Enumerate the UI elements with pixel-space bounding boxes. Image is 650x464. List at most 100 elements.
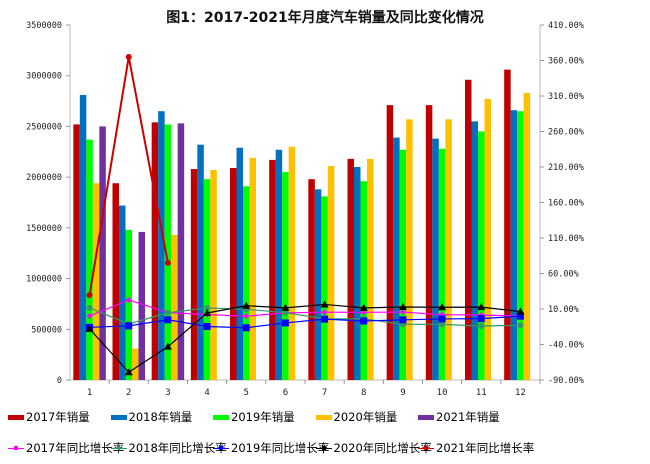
bar-2017年销量-1 (73, 124, 80, 381)
line-2018年同比增长率 (89, 307, 521, 327)
left-tick-label: 1000000 (26, 275, 62, 285)
bar-2020年销量-12 (523, 92, 531, 380)
bar-2020年销量-1 (92, 183, 100, 380)
line-2019年同比增长率 (89, 315, 521, 329)
right-tick-label: 10.00% (548, 305, 579, 315)
bar-2017年销量-2 (112, 183, 119, 380)
point-2019年同比增长率-12 (516, 312, 524, 320)
point-2019年同比增长率-11 (477, 315, 485, 323)
bar-2019年销量-3 (164, 124, 172, 381)
point-2017年同比增长率-5 (243, 313, 250, 320)
left-tick-label: 2500000 (26, 122, 62, 132)
point-2020年同比增长率-4 (203, 308, 212, 316)
legend-item: 2020年同比增长率 (315, 440, 432, 456)
legend-swatch (213, 445, 229, 450)
x-tick-label: 2 (126, 388, 131, 398)
point-2017年同比增长率-7 (321, 309, 328, 316)
legend-swatch (418, 414, 434, 420)
legend-item: 2020年销量 (315, 409, 397, 425)
bar-2018年销量-9 (393, 137, 400, 380)
bar-2017年销量-8 (347, 158, 354, 380)
bar-2020年销量-3 (171, 234, 178, 380)
point-2020年同比增长率-8 (359, 303, 368, 311)
point-2020年同比增长率-11 (477, 303, 486, 311)
point-2018年同比增长率-10 (439, 321, 446, 328)
legend-label: 2017年同比增长率 (26, 441, 125, 455)
bar-2018年销量-8 (354, 167, 361, 380)
x-tick-label: 5 (244, 388, 249, 398)
bar-2021年销量-3 (177, 123, 185, 380)
bar-2017年销量-6 (269, 159, 276, 380)
legend-swatch (8, 445, 24, 450)
legend-item: 2018年同比增长率 (110, 440, 227, 456)
legend-label: 2019年销量 (231, 410, 295, 424)
right-tick-label: -90.00% (548, 376, 584, 386)
legend-label: 2021年销量 (436, 410, 500, 424)
bar-2020年销量-8 (367, 158, 374, 380)
legend-label: 2019年同比增长率 (231, 441, 330, 455)
legend-item: 2017年销量 (8, 409, 90, 425)
bar-2018年销量-4 (197, 144, 204, 380)
bar-2018年销量-7 (314, 189, 322, 380)
legend-item: 2021年销量 (418, 409, 500, 425)
legend-swatch (8, 414, 24, 420)
bar-2019年销量-10 (438, 148, 446, 380)
point-2018年同比增长率-1 (86, 304, 93, 311)
point-2019年同比增长率-7 (321, 315, 329, 323)
right-tick-label: 160.00% (548, 199, 584, 209)
bar-2019年销量-8 (360, 181, 367, 380)
legend-swatch (315, 414, 332, 420)
bar-2020年销量-11 (484, 99, 491, 381)
bar-2019年销量-6 (282, 172, 289, 380)
bar-2018年销量-12 (510, 110, 518, 380)
bar-2021年销量-2 (138, 231, 145, 380)
point-2021年同比增长率-3 (164, 259, 171, 266)
bar-2019年销量-7 (321, 196, 328, 380)
right-tick-label: 310.00% (548, 92, 584, 102)
x-tick-label: 7 (322, 388, 327, 398)
legend-label: 2020年同比增长率 (333, 441, 432, 455)
bar-2021年销量-1 (99, 126, 106, 380)
bar-2017年销量-3 (151, 122, 159, 380)
bar-2018年销量-6 (275, 149, 283, 380)
x-tick-label: 11 (476, 388, 487, 398)
legend-item: 2021年同比增长率 (418, 440, 534, 456)
legend-swatch (213, 414, 229, 420)
point-2021年同比增长率-1 (86, 292, 93, 299)
right-tick-label: 360.00% (548, 57, 584, 67)
legend-label: 2021年同比增长率 (436, 441, 535, 455)
x-tick-label: 3 (165, 388, 170, 398)
bar-2018年销量-11 (471, 121, 478, 380)
point-2020年同比增长率-10 (438, 303, 447, 311)
bar-2018年销量-3 (158, 111, 165, 380)
point-2019年同比增长率-9 (399, 316, 407, 324)
legend-swatch (110, 414, 127, 420)
right-tick-label: 210.00% (548, 163, 584, 173)
point-2017年同比增长率-2 (125, 297, 132, 304)
bar-2020年销量-5 (249, 157, 256, 380)
bar-2019年销量-2 (125, 229, 132, 380)
right-tick-label: 60.00% (548, 270, 579, 280)
point-2020年同比增长率-9 (398, 303, 407, 311)
point-2019年同比增长率-10 (438, 315, 446, 323)
left-tick-label: 3000000 (26, 72, 62, 82)
point-2021年同比增长率-2 (125, 53, 132, 60)
legend-label: 2017年销量 (26, 410, 90, 424)
x-tick-label: 1 (87, 388, 92, 398)
legend-item: 2017年同比增长率 (8, 440, 124, 456)
bar-2017年销量-12 (504, 69, 511, 380)
point-2020年同比增长率-6 (281, 303, 290, 311)
point-2017年同比增长率-1 (86, 312, 93, 319)
combo-chart: 0 500000 1000000 1500000 2000000 2500000 30000… (26, 21, 584, 398)
left-tick-label: 0 (57, 376, 62, 386)
x-tick-label: 12 (515, 388, 526, 398)
bar-2020年销量-9 (406, 119, 413, 380)
bar-2020年销量-2 (132, 348, 139, 380)
point-2019年同比增长率-8 (360, 317, 368, 325)
point-2020年同比增长率-3 (163, 342, 172, 350)
legend-label: 2018年销量 (128, 410, 193, 424)
legend-item: 2019年同比增长率 (213, 440, 329, 456)
point-2020年同比增长率-2 (124, 368, 133, 376)
x-tick-label: 4 (204, 388, 209, 398)
